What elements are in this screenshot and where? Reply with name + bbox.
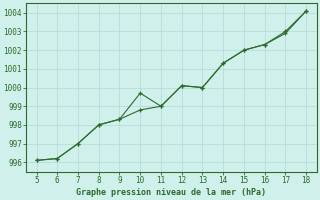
X-axis label: Graphe pression niveau de la mer (hPa): Graphe pression niveau de la mer (hPa): [76, 188, 266, 197]
